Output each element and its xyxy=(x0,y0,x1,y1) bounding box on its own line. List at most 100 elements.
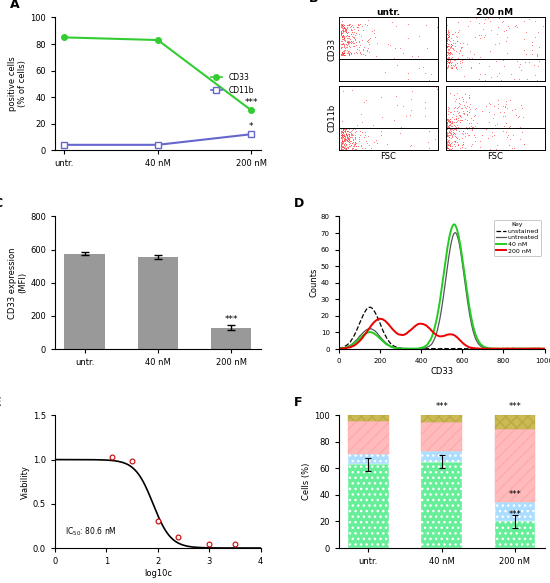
Point xyxy=(452,31,461,40)
Point xyxy=(512,110,520,120)
Bar xyxy=(421,462,462,548)
Point xyxy=(373,138,382,147)
Point xyxy=(448,113,456,122)
Point xyxy=(364,34,373,44)
Point xyxy=(443,115,452,124)
Point xyxy=(447,42,455,51)
Point xyxy=(354,22,363,31)
Point xyxy=(467,142,476,151)
Point xyxy=(344,49,353,58)
Point xyxy=(443,48,452,57)
Point xyxy=(528,40,537,50)
Point xyxy=(481,101,490,111)
Point xyxy=(470,132,479,142)
Title: untr.: untr. xyxy=(376,8,400,17)
Point xyxy=(343,136,352,146)
Point xyxy=(360,50,369,59)
Point xyxy=(337,132,345,141)
Point xyxy=(443,128,452,137)
Point xyxy=(503,130,512,139)
Point xyxy=(339,126,348,135)
Point xyxy=(337,19,345,29)
Point xyxy=(457,113,466,122)
Point xyxy=(337,50,345,59)
Point xyxy=(337,145,346,154)
Point xyxy=(350,139,359,149)
Point xyxy=(344,134,353,143)
Point xyxy=(449,55,458,64)
Point xyxy=(346,48,355,58)
Point xyxy=(351,47,360,57)
Point xyxy=(337,141,346,150)
Point xyxy=(368,120,377,129)
Point xyxy=(337,43,345,52)
Point xyxy=(455,110,464,119)
Point xyxy=(444,48,453,57)
Point xyxy=(449,36,458,45)
Point xyxy=(346,129,355,139)
Point xyxy=(351,135,360,144)
Point xyxy=(337,128,346,138)
Point xyxy=(504,141,513,150)
X-axis label: FSC: FSC xyxy=(487,152,503,160)
Point xyxy=(339,34,348,44)
Point xyxy=(447,117,456,127)
Point xyxy=(446,128,454,137)
Point xyxy=(443,45,452,54)
Text: C: C xyxy=(0,197,2,210)
Point xyxy=(350,34,359,43)
Point xyxy=(372,51,381,61)
Point xyxy=(128,456,136,466)
Point xyxy=(341,135,350,145)
Point xyxy=(445,41,454,51)
Point xyxy=(338,25,347,34)
Point xyxy=(349,130,358,139)
Point xyxy=(344,31,353,40)
Point xyxy=(342,26,351,36)
Point xyxy=(454,101,463,111)
Point xyxy=(444,31,453,41)
Point xyxy=(377,131,386,140)
Point xyxy=(446,131,454,140)
Point xyxy=(454,94,463,103)
Point xyxy=(503,103,512,113)
Point xyxy=(395,43,404,52)
Point xyxy=(446,48,455,58)
Point xyxy=(447,63,456,72)
Point xyxy=(442,132,451,141)
Point xyxy=(337,31,346,40)
Point xyxy=(344,47,353,57)
Point xyxy=(444,121,453,131)
Point xyxy=(443,121,452,130)
Point xyxy=(338,86,347,96)
Point xyxy=(339,39,348,48)
Point xyxy=(339,21,348,30)
Point xyxy=(345,136,354,145)
Point xyxy=(345,31,354,41)
Point xyxy=(503,48,512,58)
Point xyxy=(343,135,351,144)
Point xyxy=(339,20,348,29)
Point xyxy=(462,101,471,111)
Point xyxy=(462,109,471,118)
Point xyxy=(355,47,364,57)
Point xyxy=(466,113,475,122)
Point xyxy=(342,26,350,35)
Point xyxy=(502,118,510,127)
Point xyxy=(445,89,454,98)
Point xyxy=(345,48,354,58)
Point xyxy=(340,126,349,135)
Point xyxy=(448,44,457,53)
Point xyxy=(453,134,462,143)
Point xyxy=(343,124,351,133)
Point xyxy=(444,35,453,44)
Point xyxy=(534,27,542,37)
Point xyxy=(341,127,350,136)
Point xyxy=(344,37,353,47)
Point xyxy=(534,42,543,51)
Point xyxy=(366,34,375,43)
Point xyxy=(443,114,452,124)
Point xyxy=(344,124,353,133)
Point xyxy=(358,35,366,44)
Point xyxy=(444,122,453,132)
